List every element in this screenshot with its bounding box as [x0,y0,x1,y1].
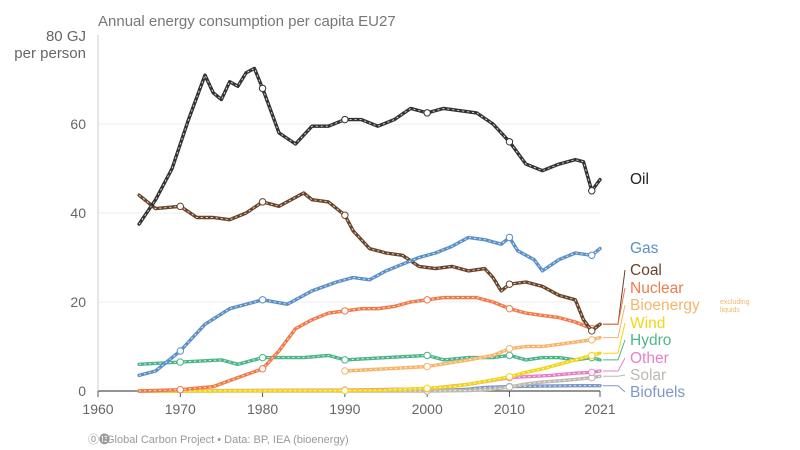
data-point-coal [258,198,267,206]
data-point-oil [258,84,267,93]
data-point-hydro [423,351,431,360]
data-point-bioenergy [588,336,596,344]
legend-label-wind: Wind [630,315,665,332]
data-point-nuclear [423,296,431,304]
legend-leader-wind [603,322,626,354]
data-point-gas [176,347,184,355]
data-point-oil [588,187,596,195]
data-point-nuclear [176,385,184,394]
data-point-hydro [505,351,514,360]
legend-label-nuclear: Nuclear [630,280,683,297]
x-tick-label: 1990 [329,401,360,417]
y-tick-label: 20 [70,294,86,310]
data-point-nuclear [341,307,349,315]
data-point-hydro [341,356,349,364]
legend-leader-biofuels [603,385,626,393]
series-line-highlight-nuclear [139,297,601,392]
data-point-bioenergy [341,367,349,375]
footer-credit: Global Carbon Project • Data: BP, IEA (b… [106,434,349,446]
series-line-hydro [137,353,602,366]
data-point-gas [258,296,267,304]
series-line-highlight-bioenergy [344,337,601,372]
y-tick-label: 40 [70,205,86,221]
series-line-highlight-oil [138,67,601,225]
series-line-bioenergy [343,335,602,373]
data-point-solar [505,383,514,391]
legend-label-hydro: Hydro [630,332,671,349]
footer-logo: ⓪⓭ [88,433,110,446]
data-point-bioenergy [423,362,431,371]
data-point-wind [341,386,349,395]
legend-leader-other [603,357,626,372]
x-tick-label: 1980 [247,401,278,417]
legend-leader-nuclear [603,287,626,325]
data-point-oil [341,115,349,124]
legend-label-biofuels: Biofuels [630,384,685,401]
series-line-oil [137,66,602,226]
legend-note-bioenergy: liquids [720,307,740,314]
data-point-gas [505,233,514,242]
legend-label-oil: Oil [630,171,649,188]
x-tick-label: 2000 [412,401,443,417]
data-point-oil [423,109,431,117]
series-line-gas [137,235,602,378]
data-point-oil [505,138,514,146]
y-tick-label: 60 [70,116,86,132]
data-point-coal [341,211,349,219]
legend-label-solar: Solar [630,367,666,384]
legend-leader-hydro [603,339,626,361]
legend-label-gas: Gas [630,240,659,257]
data-point-nuclear [258,365,267,373]
y-tick-label: 0 [78,383,86,399]
series-line-highlight-wind [139,352,601,392]
data-point-coal [505,280,514,288]
data-point-nuclear [505,304,514,313]
legend-note-bioenergy: excluding [720,299,750,306]
series-lines [137,66,602,395]
data-point-hydro [176,358,184,366]
data-point-coal [176,202,184,211]
data-point-wind [588,351,596,360]
legend-label-coal: Coal [630,262,662,279]
data-point-hydro [258,353,267,362]
data-point-other [588,368,596,377]
series-line-highlight-solar [139,375,601,392]
series-line-coal [137,191,602,333]
legend-leader-solar [603,374,626,377]
x-tick-label: 2010 [494,401,525,417]
chart-title: Annual energy consumption per capita EU2… [98,13,396,30]
x-tick-label: 2021 [584,401,615,417]
data-point-wind [423,384,431,393]
x-tick-label: 1960 [82,401,113,417]
y-axis-label-unit: 80 GJ [46,28,86,45]
gridlines [98,123,600,303]
y-axis-label-per-person: per person [14,45,86,62]
legend-leader-coal [603,269,626,325]
data-point-gas [588,251,596,259]
data-point-coal [588,327,596,335]
legend-label-bioenergy: Bioenergy [630,297,700,314]
series-line-highlight-hydro [139,354,601,365]
x-tick-label: 1970 [165,401,196,417]
data-point-bioenergy [505,345,514,353]
series-line-highlight-gas [138,236,601,376]
legend-label-other: Other [630,350,669,367]
legend-leader-bioenergy [603,304,626,339]
data-point-wind [505,373,514,381]
